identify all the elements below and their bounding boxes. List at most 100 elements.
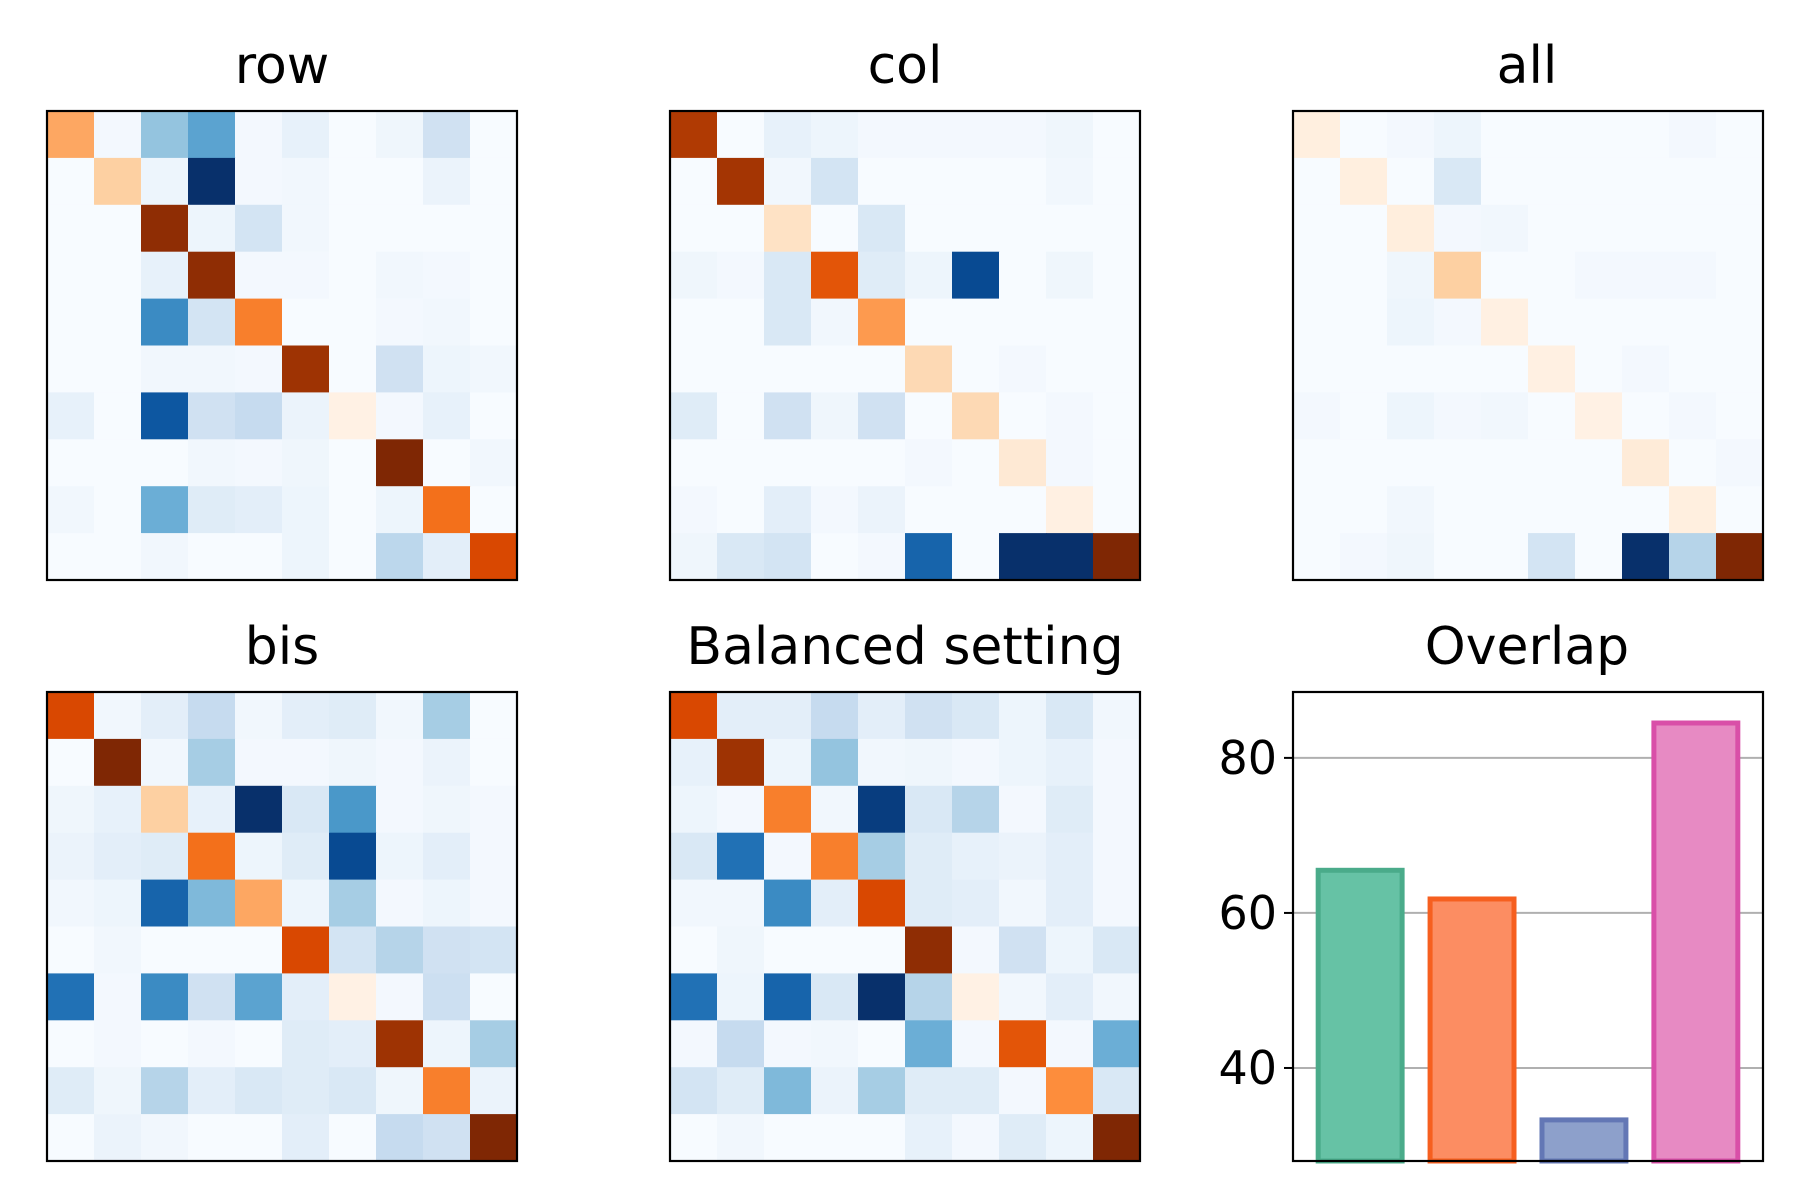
heatmap-cell bbox=[670, 157, 718, 206]
heatmap-cell bbox=[764, 738, 812, 787]
heatmap-cell bbox=[717, 1114, 765, 1162]
heatmap-cell bbox=[811, 926, 859, 974]
heatmap-cell bbox=[47, 439, 95, 487]
heatmap-cell bbox=[764, 111, 812, 159]
plot-frame bbox=[1291, 109, 1765, 582]
heatmap-cell bbox=[858, 926, 906, 974]
heatmap-cell bbox=[717, 298, 765, 347]
heatmap-cell bbox=[999, 785, 1047, 834]
heatmap-cell bbox=[94, 204, 142, 253]
heatmap-cell bbox=[141, 251, 189, 300]
heatmap-cell bbox=[329, 692, 377, 740]
heatmap-cell bbox=[329, 832, 377, 881]
heatmap-cell bbox=[1575, 157, 1623, 206]
heatmap-cell bbox=[905, 1114, 953, 1162]
heatmap-cell bbox=[1575, 533, 1623, 581]
heatmap-cell bbox=[470, 879, 518, 928]
heatmap-cell bbox=[94, 157, 142, 206]
heatmap-cell bbox=[329, 392, 377, 440]
heatmap-cell bbox=[188, 785, 236, 834]
heatmap-cell bbox=[94, 1114, 142, 1162]
heatmap-cell bbox=[141, 1067, 189, 1115]
heatmap-cell bbox=[94, 926, 142, 974]
heatmap-cell bbox=[235, 157, 283, 206]
bar bbox=[1427, 896, 1517, 1164]
heatmap-cell bbox=[1046, 345, 1094, 393]
heatmap-cell bbox=[1093, 785, 1141, 834]
heatmap-cell bbox=[1575, 486, 1623, 534]
heatmap-cell bbox=[1669, 439, 1717, 487]
heatmap-cell bbox=[999, 879, 1047, 928]
heatmap-cell bbox=[670, 1114, 718, 1162]
heatmap-cell bbox=[1093, 1020, 1141, 1068]
heatmap-cell bbox=[1716, 345, 1764, 393]
heatmap-cell bbox=[423, 785, 471, 834]
heatmap-cell bbox=[1528, 157, 1576, 206]
plot-frame bbox=[668, 109, 1142, 582]
heatmap-cell bbox=[811, 692, 859, 740]
heatmap-cell bbox=[811, 533, 859, 581]
heatmap-cell bbox=[1528, 111, 1576, 159]
heatmap-cell bbox=[1528, 486, 1576, 534]
heatmap-cell bbox=[952, 1067, 1000, 1115]
heatmap-cell bbox=[858, 785, 906, 834]
heatmap-cell bbox=[811, 785, 859, 834]
heatmap-cell bbox=[235, 439, 283, 487]
heatmap-cell bbox=[811, 298, 859, 347]
heatmap-cell bbox=[999, 157, 1047, 206]
heatmap-cell bbox=[235, 738, 283, 787]
heatmap-cell bbox=[858, 298, 906, 347]
heatmap-cell bbox=[235, 973, 283, 1021]
panel-col: col bbox=[668, 36, 1142, 582]
heatmap-cell bbox=[1046, 486, 1094, 534]
heatmap-cell bbox=[188, 1067, 236, 1115]
heatmap-cell bbox=[905, 345, 953, 393]
heatmap-cell bbox=[1340, 111, 1388, 159]
heatmap-cell bbox=[670, 298, 718, 347]
heatmap-cell bbox=[282, 439, 330, 487]
heatmap-cell bbox=[235, 926, 283, 974]
heatmap-cell bbox=[811, 738, 859, 787]
heatmap-cell bbox=[235, 879, 283, 928]
heatmap-cell bbox=[1716, 392, 1764, 440]
heatmap-cell bbox=[470, 392, 518, 440]
y-tick-label: 40 bbox=[1218, 1041, 1277, 1095]
heatmap-cell bbox=[952, 785, 1000, 834]
heatmap-cell bbox=[141, 785, 189, 834]
heatmap-cell bbox=[764, 1114, 812, 1162]
heatmap-cell bbox=[858, 439, 906, 487]
heatmap-cell bbox=[1046, 1020, 1094, 1068]
heatmap-cell bbox=[717, 204, 765, 253]
heatmap-cell bbox=[141, 832, 189, 881]
heatmap-cell bbox=[94, 345, 142, 393]
heatmap-cell bbox=[1340, 486, 1388, 534]
panel-title-balanced-setting: Balanced setting bbox=[686, 617, 1123, 677]
heatmap-cell bbox=[141, 298, 189, 347]
heatmap-cell bbox=[1434, 111, 1482, 159]
heatmap-cell bbox=[1046, 204, 1094, 253]
heatmap-cell bbox=[905, 439, 953, 487]
heatmap-cell bbox=[1293, 157, 1341, 206]
heatmap-cell bbox=[235, 692, 283, 740]
heatmap-cell bbox=[952, 204, 1000, 253]
heatmap-cell bbox=[764, 973, 812, 1021]
heatmap-cell bbox=[94, 111, 142, 159]
heatmap-cell bbox=[423, 692, 471, 740]
heatmap-cell bbox=[1046, 832, 1094, 881]
heatmap-cell bbox=[47, 251, 95, 300]
heatmap-cell bbox=[1575, 392, 1623, 440]
heatmap-cell bbox=[811, 345, 859, 393]
heatmap-cell bbox=[905, 533, 953, 581]
heatmap-cell bbox=[905, 1020, 953, 1068]
heatmap-cell bbox=[282, 251, 330, 300]
heatmap-cell bbox=[94, 251, 142, 300]
heatmap-cell bbox=[423, 832, 471, 881]
heatmap-cell bbox=[1340, 533, 1388, 581]
heatmap-cell bbox=[47, 1114, 95, 1162]
heatmap-cell bbox=[376, 157, 424, 206]
heatmap-cell bbox=[235, 392, 283, 440]
heatmap-cell bbox=[1669, 111, 1717, 159]
heatmap-cell bbox=[1669, 251, 1717, 300]
heatmap-cell bbox=[141, 204, 189, 253]
